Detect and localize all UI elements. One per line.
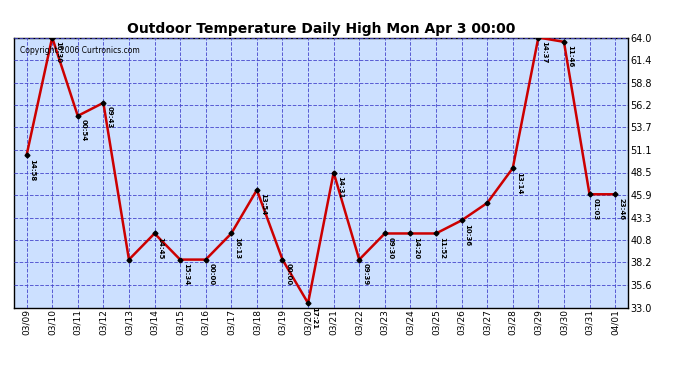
Text: 09:39: 09:39 xyxy=(362,263,368,285)
Text: 09:30: 09:30 xyxy=(388,237,394,259)
Text: 14:45: 14:45 xyxy=(157,237,164,260)
Text: 00:54: 00:54 xyxy=(81,119,87,142)
Text: 00:00: 00:00 xyxy=(286,263,292,285)
Text: 13:54: 13:54 xyxy=(260,194,266,216)
Text: 14:31: 14:31 xyxy=(337,176,343,198)
Text: 15:34: 15:34 xyxy=(183,263,189,285)
Text: 09:43: 09:43 xyxy=(106,106,112,129)
Text: 23:46: 23:46 xyxy=(618,198,624,220)
Text: 00:00: 00:00 xyxy=(209,263,215,285)
Text: 16:30: 16:30 xyxy=(55,41,61,63)
Text: 14:58: 14:58 xyxy=(30,159,36,181)
Text: 11:46: 11:46 xyxy=(567,45,573,68)
Text: 16:13: 16:13 xyxy=(235,237,240,259)
Text: Copyright 2006 Curtronics.com: Copyright 2006 Curtronics.com xyxy=(20,46,139,55)
Text: 14:20: 14:20 xyxy=(413,237,420,259)
Text: 10:36: 10:36 xyxy=(464,224,471,246)
Text: 14:37: 14:37 xyxy=(542,41,547,63)
Text: 13:14: 13:14 xyxy=(516,172,522,194)
Text: 11:52: 11:52 xyxy=(439,237,445,259)
Text: 01:03: 01:03 xyxy=(593,198,599,220)
Text: 17:21: 17:21 xyxy=(311,307,317,329)
Title: Outdoor Temperature Daily High Mon Apr 3 00:00: Outdoor Temperature Daily High Mon Apr 3… xyxy=(127,22,515,36)
